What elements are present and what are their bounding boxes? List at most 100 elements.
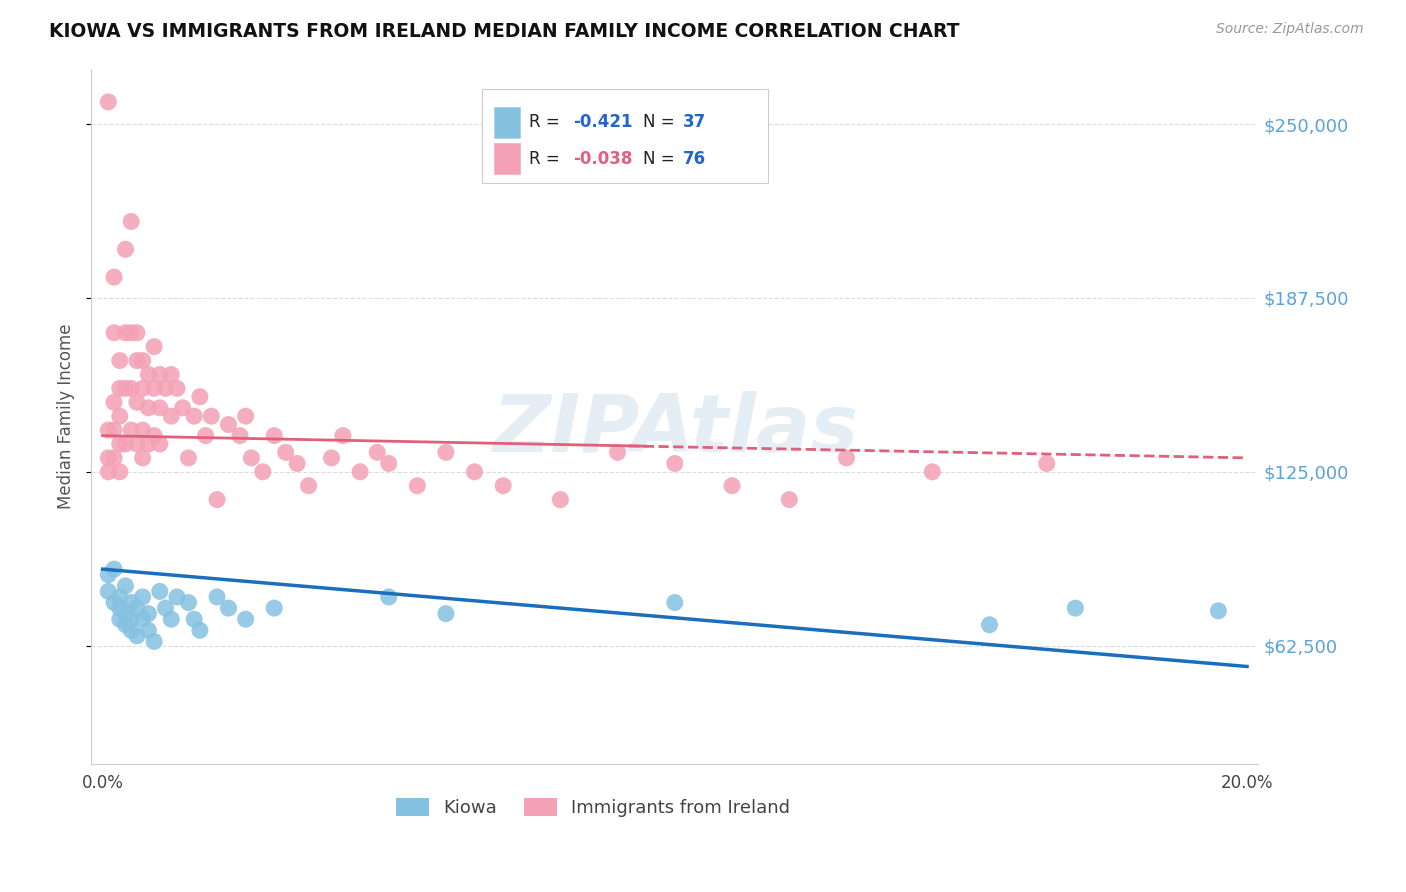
Point	[143, 634, 166, 648]
Point	[143, 340, 166, 354]
Point	[183, 612, 205, 626]
Point	[166, 590, 188, 604]
FancyBboxPatch shape	[482, 89, 768, 183]
Point	[235, 612, 257, 626]
Point	[114, 381, 136, 395]
Point	[114, 579, 136, 593]
Point	[252, 465, 274, 479]
Point	[160, 612, 183, 626]
Point	[125, 629, 148, 643]
Point	[166, 381, 188, 395]
Point	[434, 607, 457, 621]
Point	[108, 601, 131, 615]
Point	[366, 445, 388, 459]
Point	[114, 326, 136, 340]
Point	[377, 457, 399, 471]
Point	[664, 595, 686, 609]
Point	[125, 353, 148, 368]
Point	[138, 607, 160, 621]
Point	[131, 381, 153, 395]
Point	[778, 492, 800, 507]
Point	[285, 457, 308, 471]
Point	[606, 445, 628, 459]
Point	[138, 437, 160, 451]
Point	[349, 465, 371, 479]
Point	[205, 492, 228, 507]
Point	[97, 465, 120, 479]
Point	[120, 326, 142, 340]
Point	[97, 584, 120, 599]
Point	[183, 409, 205, 424]
Point	[177, 450, 200, 465]
Point	[492, 479, 515, 493]
Point	[721, 479, 744, 493]
Point	[218, 601, 240, 615]
Point	[103, 270, 125, 285]
Point	[979, 617, 1001, 632]
Text: N =: N =	[644, 150, 681, 168]
Point	[1064, 601, 1087, 615]
Point	[138, 368, 160, 382]
Point	[332, 428, 354, 442]
Point	[125, 601, 148, 615]
Point	[155, 601, 177, 615]
Legend: Kiowa, Immigrants from Ireland: Kiowa, Immigrants from Ireland	[389, 790, 797, 824]
Point	[103, 562, 125, 576]
Point	[120, 423, 142, 437]
Point	[103, 326, 125, 340]
Point	[177, 595, 200, 609]
Text: -0.421: -0.421	[574, 113, 633, 131]
Point	[921, 465, 943, 479]
Point	[138, 401, 160, 415]
Point	[835, 450, 858, 465]
Point	[103, 395, 125, 409]
Point	[97, 567, 120, 582]
Point	[377, 590, 399, 604]
Text: 76: 76	[683, 150, 706, 168]
Bar	[494, 107, 520, 138]
Point	[194, 428, 217, 442]
Point	[263, 428, 285, 442]
Point	[131, 590, 153, 604]
Point	[125, 437, 148, 451]
Text: R =: R =	[529, 150, 565, 168]
Point	[434, 445, 457, 459]
Point	[114, 437, 136, 451]
Point	[120, 595, 142, 609]
Point	[131, 450, 153, 465]
Text: 37: 37	[683, 113, 706, 131]
Point	[120, 624, 142, 638]
Point	[114, 617, 136, 632]
Point	[97, 450, 120, 465]
Text: ZIPAtlas: ZIPAtlas	[492, 391, 858, 469]
Bar	[494, 143, 520, 174]
Point	[131, 353, 153, 368]
Point	[114, 242, 136, 256]
Point	[143, 428, 166, 442]
Point	[200, 409, 222, 424]
Point	[114, 607, 136, 621]
Point	[1035, 457, 1057, 471]
Point	[218, 417, 240, 432]
Point	[108, 409, 131, 424]
Point	[149, 401, 172, 415]
Point	[229, 428, 252, 442]
Point	[149, 437, 172, 451]
Point	[131, 612, 153, 626]
Point	[108, 590, 131, 604]
Point	[172, 401, 194, 415]
Point	[274, 445, 297, 459]
Point	[103, 450, 125, 465]
Point	[205, 590, 228, 604]
Point	[108, 465, 131, 479]
Point	[149, 368, 172, 382]
Text: R =: R =	[529, 113, 565, 131]
Point	[120, 214, 142, 228]
Point	[103, 423, 125, 437]
Point	[138, 624, 160, 638]
Point	[297, 479, 319, 493]
Point	[1208, 604, 1230, 618]
Point	[120, 381, 142, 395]
Point	[143, 381, 166, 395]
Text: N =: N =	[644, 113, 681, 131]
